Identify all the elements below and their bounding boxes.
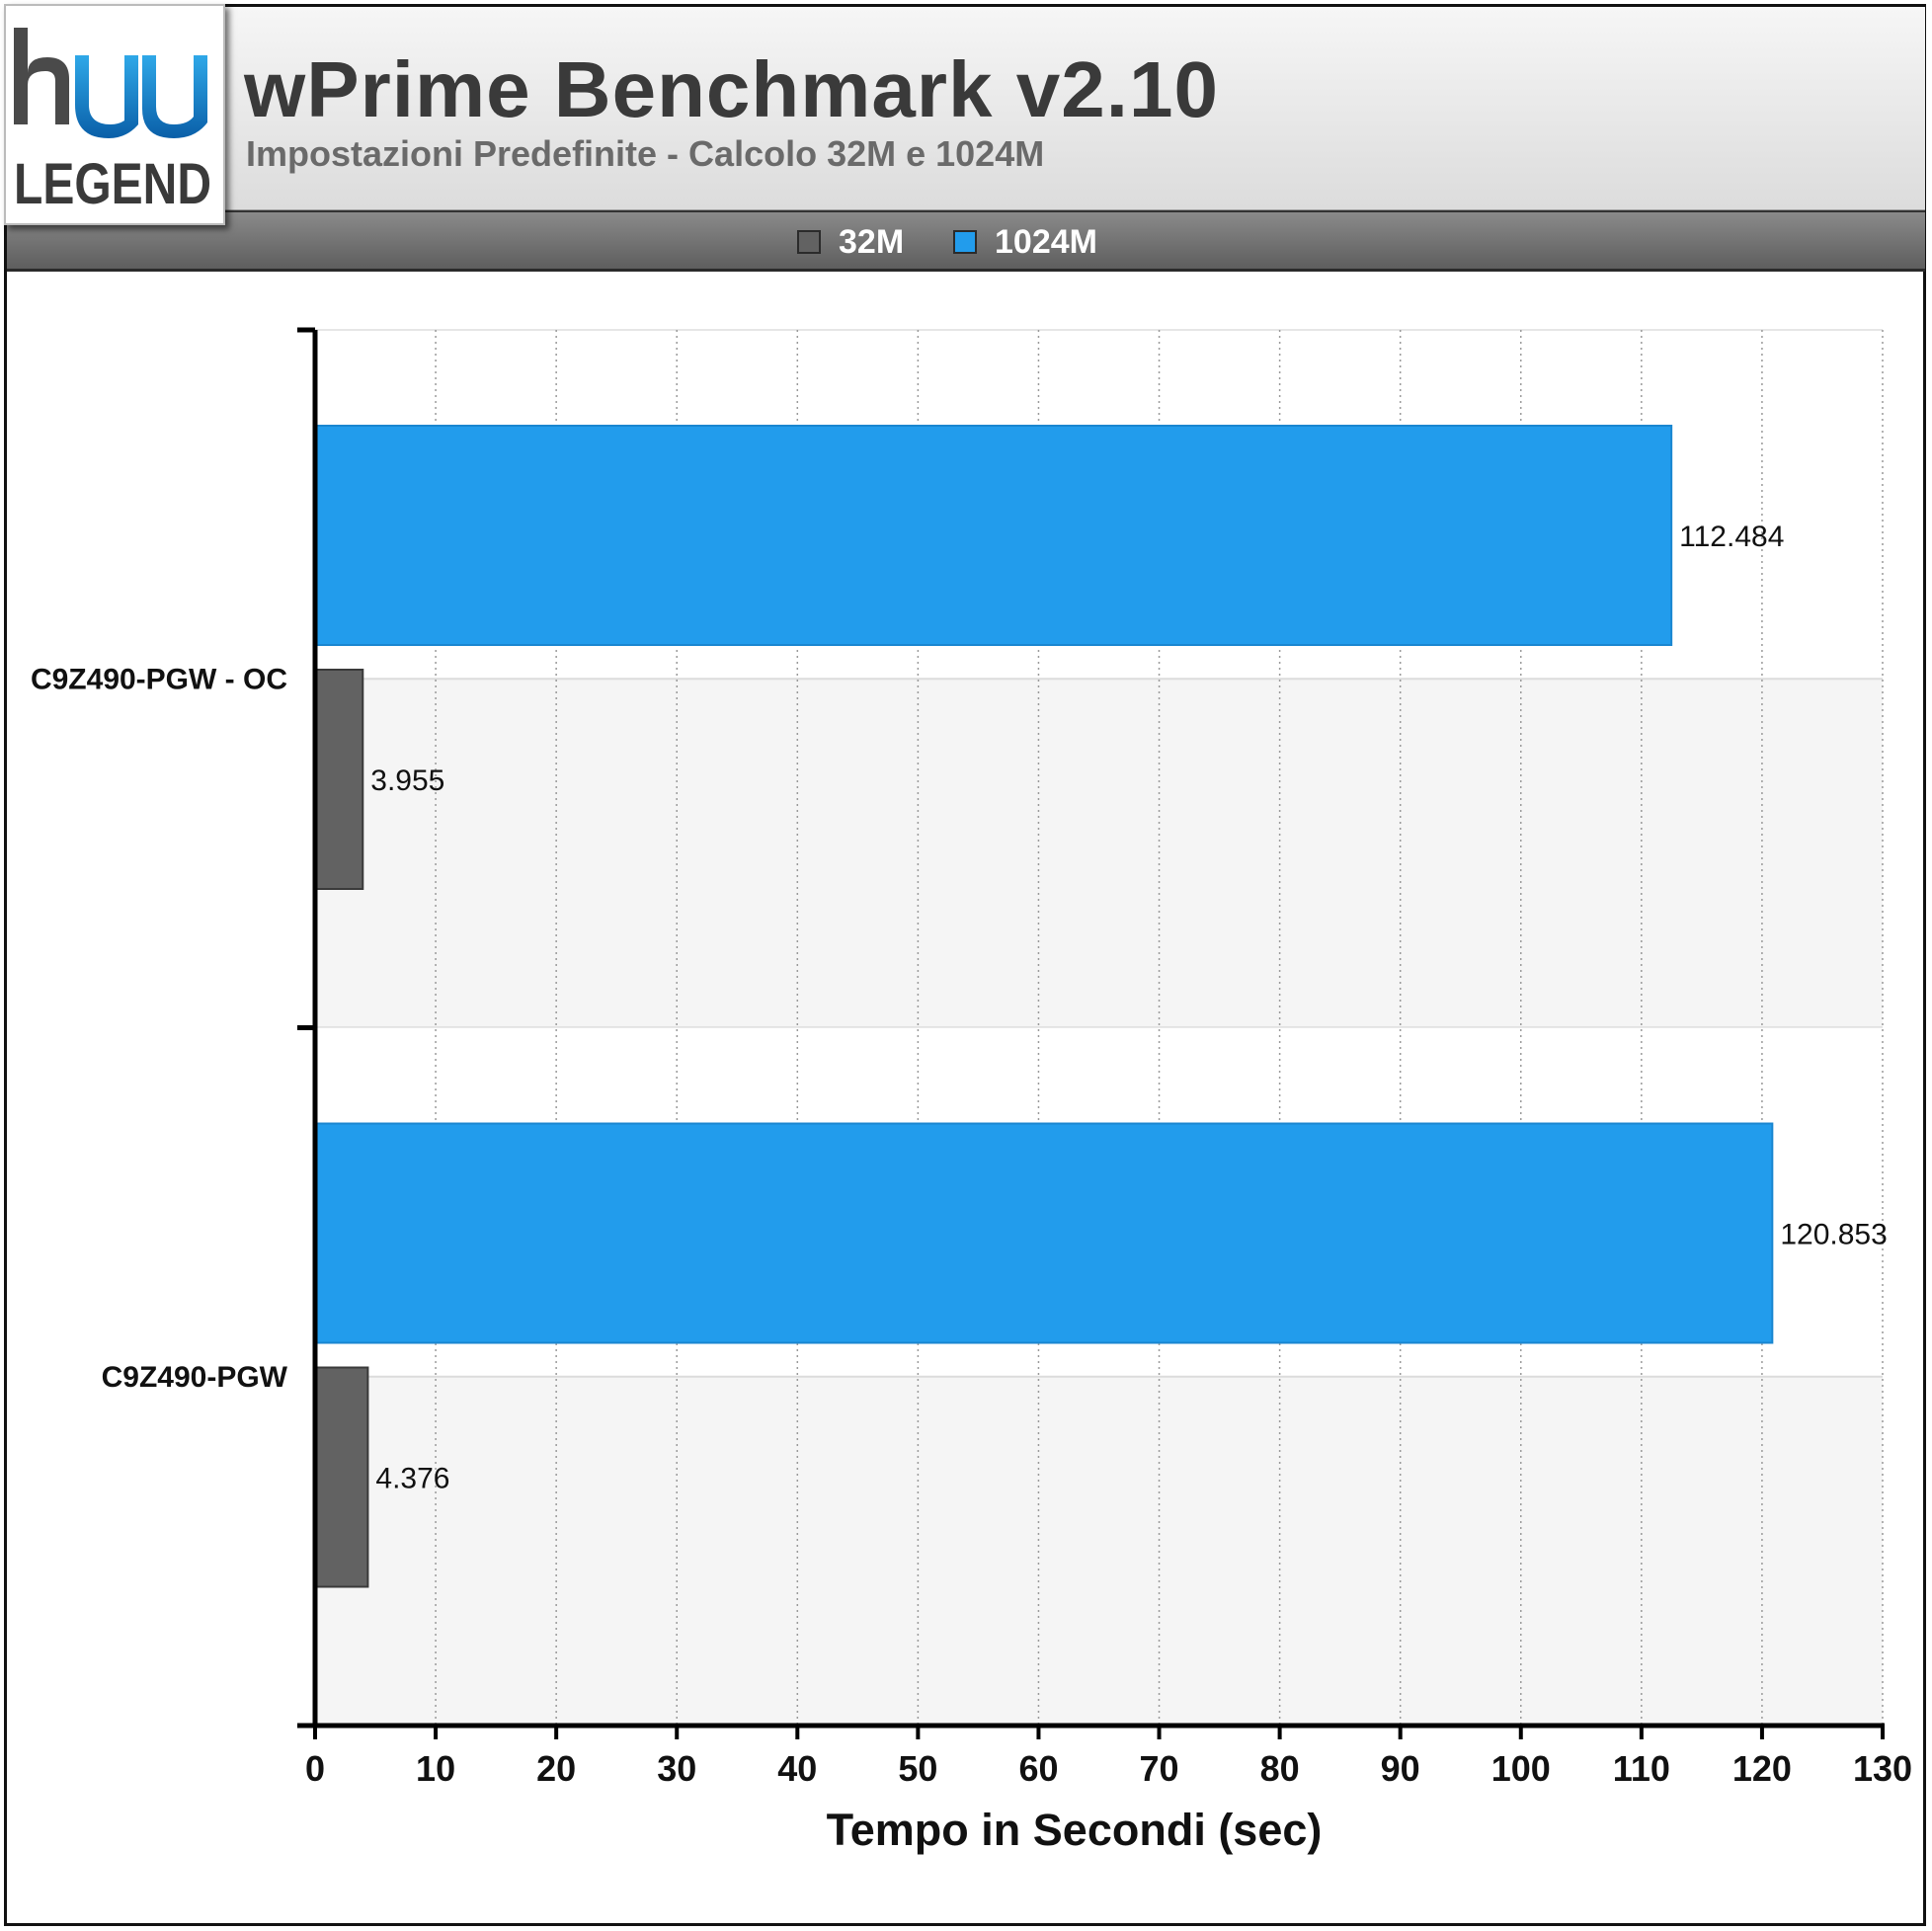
x-tick-label: 110 xyxy=(1613,1748,1670,1789)
hwlegend-logo-mark: LEGEND xyxy=(14,28,211,216)
legend: 32M 1024M xyxy=(7,210,1925,272)
x-tick-label: 40 xyxy=(777,1748,817,1789)
x-tick-label: 90 xyxy=(1381,1748,1420,1789)
plot-band-lower xyxy=(315,679,1883,1028)
legend-label-1024m: 1024M xyxy=(995,222,1097,261)
x-axis-title: Tempo in Secondi (sec) xyxy=(827,1805,1323,1855)
bar-1024m xyxy=(314,1122,1774,1344)
data-label-32m: 4.376 xyxy=(375,1463,449,1495)
x-tick-label: 0 xyxy=(305,1748,325,1789)
legend-item-1024m: 1024M xyxy=(953,222,1097,261)
category-label: C9Z490-PGW - OC xyxy=(31,663,287,695)
x-tick-label: 130 xyxy=(1853,1748,1912,1789)
x-tick-label: 120 xyxy=(1732,1748,1792,1789)
x-tick-label: 60 xyxy=(1018,1748,1058,1789)
x-tick-label: 20 xyxy=(536,1748,576,1789)
x-tick-label: 70 xyxy=(1140,1748,1179,1789)
logo-text: LEGEND xyxy=(14,152,211,216)
legend-label-32m: 32M xyxy=(839,222,905,261)
x-tick-label: 10 xyxy=(416,1748,455,1789)
plot-band-lower xyxy=(315,1376,1883,1726)
x-tick-label: 100 xyxy=(1491,1748,1551,1789)
hwlegend-logo: LEGEND xyxy=(4,4,225,225)
x-tick-label: 30 xyxy=(657,1748,696,1789)
x-tick-label: 50 xyxy=(898,1748,937,1789)
chart-title: wPrime Benchmark v2.10 xyxy=(244,45,1219,133)
bar-32m xyxy=(314,669,364,890)
data-label-32m: 3.955 xyxy=(370,764,444,797)
legend-swatch-1024m xyxy=(953,230,977,254)
bar-1024m xyxy=(314,425,1673,646)
chart-subtitle: Impostazioni Predefinite - Calcolo 32M e… xyxy=(246,133,1045,174)
legend-item-32m: 32M xyxy=(797,222,905,261)
chart-header: wPrime Benchmark v2.10 Impostazioni Pred… xyxy=(7,7,1925,211)
bar-32m xyxy=(314,1366,369,1588)
category-label: C9Z490-PGW xyxy=(102,1361,288,1394)
data-label-1024m: 120.853 xyxy=(1780,1219,1887,1251)
legend-swatch-32m xyxy=(797,230,821,254)
data-label-1024m: 112.484 xyxy=(1679,521,1784,553)
x-tick-label: 80 xyxy=(1260,1748,1300,1789)
